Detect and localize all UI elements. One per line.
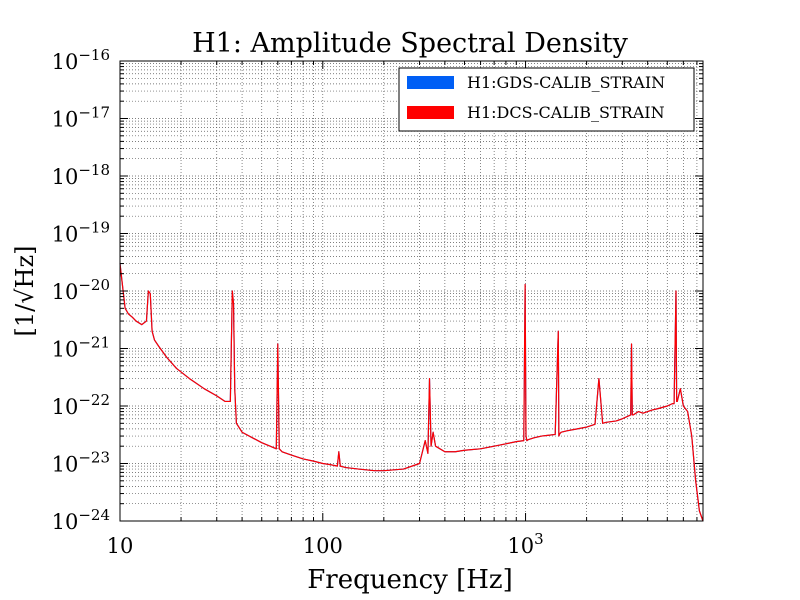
y-tick-label: 10−17 [52, 104, 110, 132]
legend: H1:GDS-CALIB_STRAIN H1:DCS-CALIB_STRAIN [398, 67, 695, 132]
x-tick-label: 10 [107, 534, 134, 558]
tick-marks [119, 60, 703, 522]
x-tick-label: 100 [303, 534, 343, 558]
y-tick-label: 10−23 [52, 449, 110, 477]
y-tick-labels: 10−16 10−17 10−18 10−19 10−20 10−21 10−22 10−23… [52, 46, 110, 534]
series-lines [119, 263, 704, 522]
legend-swatch-dcs [407, 106, 454, 119]
x-axis-label: Frequency [Hz] [307, 565, 513, 595]
y-tick-label: 10−22 [52, 391, 110, 419]
series-line-dcs [119, 263, 704, 522]
y-tick-label: 10−20 [52, 276, 110, 304]
chart-title: H1: Amplitude Spectral Density [192, 28, 628, 59]
x-tick-label: 103 [507, 530, 543, 558]
legend-swatch-gds [407, 76, 454, 89]
y-tick-label: 10−21 [52, 334, 110, 362]
y-axis-label: [1/√Hz] [11, 246, 39, 337]
y-tick-label: 10−24 [52, 506, 110, 534]
legend-label-gds: H1:GDS-CALIB_STRAIN [467, 73, 665, 92]
series-line-gds [119, 263, 704, 522]
y-tick-label: 10−19 [52, 219, 110, 247]
legend-label-dcs: H1:DCS-CALIB_STRAIN [467, 103, 665, 122]
x-tick-labels: 10 100 103 [107, 530, 544, 558]
y-tick-label: 10−18 [52, 161, 110, 189]
y-tick-label: 10−16 [52, 46, 110, 74]
